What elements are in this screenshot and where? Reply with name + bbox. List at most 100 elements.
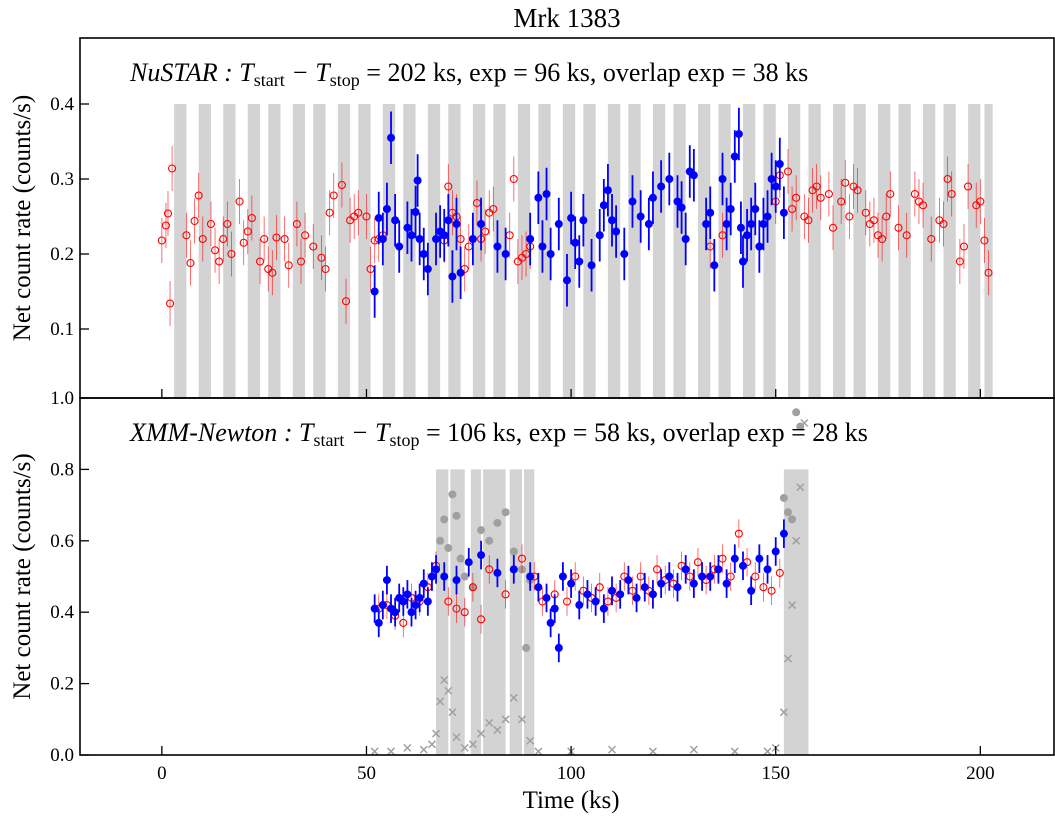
data-point	[800, 418, 809, 428]
data-point	[477, 551, 486, 560]
exposure-band	[358, 104, 371, 398]
exposure-band	[583, 104, 596, 398]
exposure-band	[898, 104, 911, 398]
data-point	[509, 565, 518, 574]
data-point	[477, 220, 486, 228]
data-point	[448, 708, 457, 717]
data-point	[432, 235, 441, 243]
exposure-band	[783, 469, 809, 755]
data-point	[939, 219, 948, 229]
annotation: XMM-Newton : Tstart − Tstop = 106 ks, ex…	[129, 418, 868, 450]
data-point	[317, 253, 326, 262]
data-point	[501, 715, 510, 724]
data-point	[779, 208, 788, 217]
data-point	[767, 586, 776, 595]
data-point	[845, 212, 854, 221]
data-point	[714, 565, 723, 574]
data-point	[579, 216, 588, 225]
data-point	[812, 182, 821, 191]
data-point	[387, 133, 396, 142]
y-tick-label: 0.6	[50, 531, 74, 552]
y-tick-label: 0.4	[50, 94, 74, 115]
exposure-band	[652, 104, 666, 398]
data-point	[636, 212, 645, 221]
data-point	[440, 572, 449, 581]
data-point	[440, 675, 449, 685]
x-tick-label: 0	[157, 763, 167, 784]
data-point	[260, 234, 269, 244]
annotation-part: : T	[277, 418, 315, 447]
exposure-band	[538, 104, 551, 398]
data-point	[526, 736, 535, 745]
data-point	[788, 515, 797, 524]
data-point	[861, 208, 870, 217]
data-point	[726, 205, 735, 213]
y-tick-label: 0.1	[50, 319, 74, 340]
data-point	[325, 208, 334, 217]
data-point	[575, 601, 584, 610]
data-point	[567, 579, 576, 588]
data-point	[738, 561, 747, 570]
y-tick-label: 1.0	[50, 388, 74, 409]
data-point	[763, 747, 772, 756]
exposure-band	[509, 469, 522, 755]
data-point	[440, 515, 449, 524]
annotation-part: = 106 ks, exp = 58 ks, overlap exp = 28 …	[419, 418, 867, 447]
data-point	[620, 250, 629, 258]
data-point	[534, 193, 543, 202]
data-point	[362, 212, 371, 221]
data-point	[526, 235, 535, 243]
data-point	[755, 554, 764, 563]
data-point	[882, 212, 891, 221]
data-point	[665, 175, 674, 183]
data-point	[853, 186, 862, 195]
data-point	[378, 601, 387, 610]
data-point	[677, 203, 686, 212]
data-point	[186, 258, 195, 268]
data-point	[943, 174, 952, 184]
exposure-band	[382, 104, 396, 398]
data-point	[329, 191, 338, 200]
exposure-band	[403, 104, 416, 398]
data-point	[546, 250, 555, 258]
exposure-band	[313, 104, 326, 398]
data-point	[759, 583, 768, 592]
data-point	[788, 601, 797, 610]
data-point	[722, 220, 731, 228]
data-point	[374, 214, 383, 222]
data-point	[444, 597, 453, 606]
exposure-band	[808, 104, 821, 398]
data-point	[423, 597, 432, 606]
exposure-band	[943, 104, 956, 398]
data-point	[747, 586, 756, 595]
data-point	[902, 231, 911, 240]
data-point	[460, 743, 469, 752]
data-point	[268, 268, 277, 277]
exposure-band	[628, 104, 641, 398]
data-point	[370, 747, 379, 756]
exposure-band	[742, 104, 756, 398]
data-point	[736, 223, 745, 232]
x-tick-label: 50	[357, 763, 376, 784]
data-point	[464, 558, 473, 567]
data-point	[386, 747, 396, 756]
data-point	[378, 235, 387, 243]
data-point	[747, 220, 756, 228]
data-point	[194, 191, 203, 200]
data-point	[759, 220, 768, 228]
axes-frame	[79, 397, 1055, 756]
data-point	[501, 508, 510, 517]
data-point	[501, 590, 510, 599]
data-point	[689, 579, 698, 588]
data-point	[599, 604, 608, 613]
data-point	[751, 205, 760, 213]
data-point	[616, 590, 625, 599]
data-point	[837, 197, 846, 206]
data-point	[628, 197, 637, 206]
data-point	[910, 189, 919, 199]
data-point	[444, 686, 453, 695]
data-point	[976, 197, 985, 206]
data-point	[256, 257, 265, 266]
data-point	[272, 233, 281, 242]
data-point	[771, 547, 780, 556]
